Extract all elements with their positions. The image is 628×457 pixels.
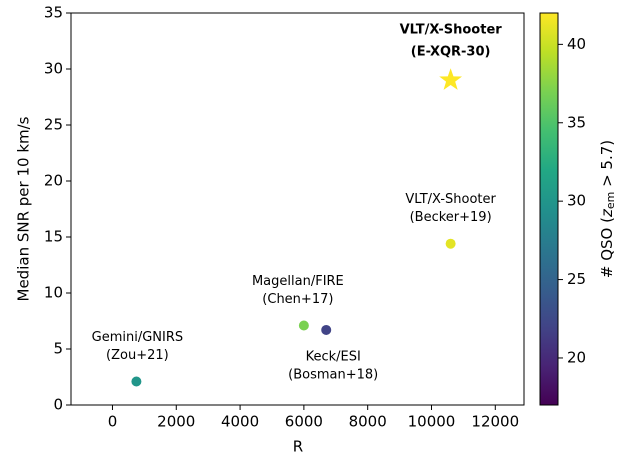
point-label: (Chen+17)	[262, 292, 333, 307]
colorbar-label-sub: em	[604, 192, 617, 209]
point-label: Keck/ESI	[306, 349, 361, 364]
colorbar-label-text: > 5.7)	[598, 140, 616, 192]
colorbar-tick-label: 30	[567, 192, 586, 210]
colorbar-tick-label: 40	[567, 35, 586, 53]
point-label: Gemini/GNIRS	[92, 330, 184, 345]
y-tick-label: 20	[44, 172, 63, 190]
point	[298, 320, 309, 331]
y-tick-label: 0	[53, 396, 63, 414]
point-label: Magellan/FIRE	[252, 274, 344, 289]
y-tick-label: 10	[44, 284, 63, 302]
colorbar-label-var: z	[598, 208, 616, 218]
y-tick-label: 30	[44, 60, 63, 78]
point	[131, 376, 142, 387]
y-tick-label: 35	[44, 4, 63, 22]
point	[445, 238, 456, 249]
colorbar	[539, 12, 559, 406]
colorbar-tick-label: 25	[567, 270, 586, 288]
x-tick-label: 0	[108, 413, 118, 431]
x-tick-label: 4000	[221, 413, 259, 431]
x-tick-label: 8000	[349, 413, 387, 431]
x-tick-label: 6000	[285, 413, 323, 431]
y-tick-label: 15	[44, 228, 63, 246]
y-axis-label: Median SNR per 10 km/s	[15, 116, 33, 301]
point	[321, 324, 332, 335]
point-label: (Bosman+18)	[288, 367, 378, 382]
point-label: VLT/X-Shooter	[405, 192, 496, 207]
colorbar-tick-label: 35	[567, 113, 586, 131]
y-tick-label: 25	[44, 116, 63, 134]
colorbar-tick-label: 20	[567, 348, 586, 366]
point-label: (Becker+19)	[410, 210, 492, 225]
point-label: (Zou+21)	[106, 348, 169, 363]
x-axis-label: R	[293, 438, 303, 456]
point-label: (E-XQR-30)	[411, 45, 491, 60]
colorbar-label: # QSO (zem > 5.7)	[598, 140, 618, 278]
colorbar-label-text: # QSO (	[598, 217, 616, 278]
point-label: VLT/X-Shooter	[400, 23, 503, 38]
x-tick-label: 12000	[471, 413, 519, 431]
x-tick-label: 10000	[408, 413, 456, 431]
y-tick-label: 5	[53, 340, 63, 358]
point	[439, 68, 463, 90]
plot-frame	[70, 12, 525, 406]
x-tick-label: 2000	[157, 413, 195, 431]
